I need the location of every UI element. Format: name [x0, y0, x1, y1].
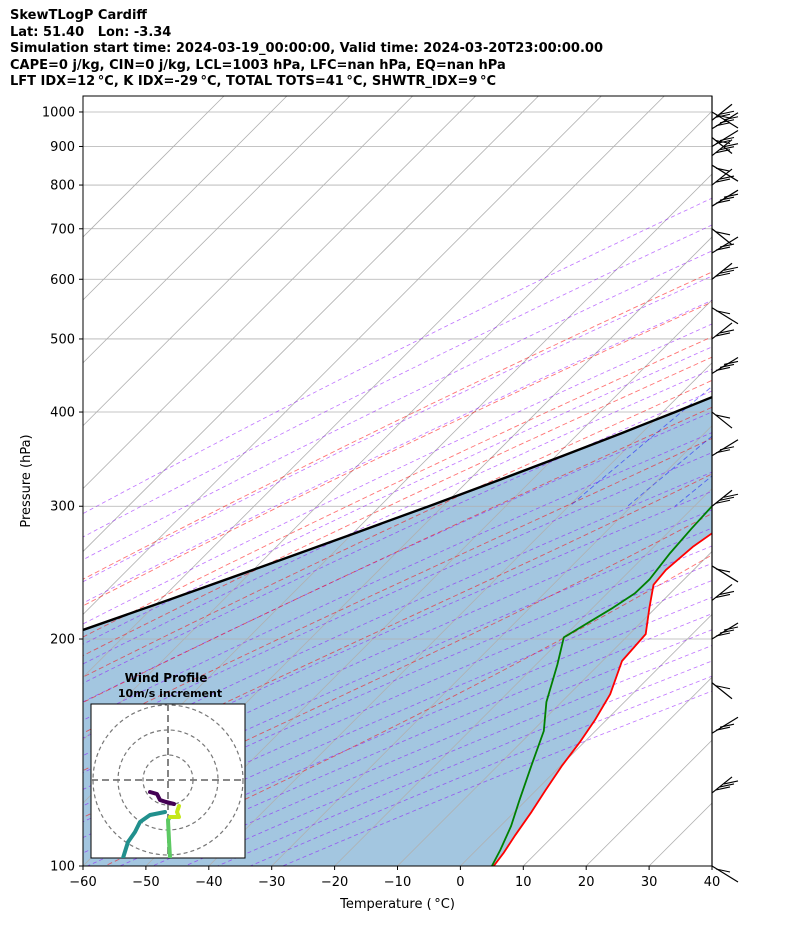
wind-barb — [711, 583, 735, 601]
dry-adiabat — [83, 346, 712, 645]
isotherm-gridline — [83, 96, 351, 364]
x-tick-label: −10 — [384, 875, 411, 890]
isotherm-gridline — [711, 865, 712, 866]
wind-barb — [711, 139, 739, 157]
wind-barb — [711, 307, 739, 325]
hodograph-subtitle: 10m/s increment — [118, 687, 222, 700]
hodograph-trace — [168, 804, 181, 819]
wind-barb — [711, 103, 735, 121]
x-axis-label: Temperature ( °C) — [339, 897, 455, 912]
wind-barb — [711, 565, 739, 583]
mixing-ratio-line — [726, 96, 794, 506]
wind-barb — [711, 776, 739, 794]
x-tick-label: 40 — [704, 875, 721, 890]
hodograph-trace — [166, 815, 172, 858]
y-tick-label: 1000 — [42, 105, 75, 120]
moist-adiabat — [83, 406, 712, 703]
x-tick-label: −30 — [258, 875, 285, 890]
y-axis-label: Pressure (hPa) — [19, 434, 34, 527]
x-tick-label: −60 — [69, 875, 96, 890]
wind-barb — [711, 411, 733, 429]
title-location: Lat: 51.40 Lon: -3.34 — [10, 24, 172, 40]
hodograph-title: Wind Profile — [125, 671, 208, 685]
dry-adiabat — [83, 368, 712, 665]
wind-barb — [711, 439, 739, 457]
wind-barb — [711, 356, 739, 374]
wind-barb — [711, 322, 735, 340]
parcel-profile-line — [83, 395, 712, 632]
isotherm-gridline — [83, 96, 476, 490]
dewpoint-profile-line — [491, 504, 712, 866]
temperature-profile-line — [492, 532, 712, 866]
wind-barb — [711, 622, 739, 640]
moist-adiabat — [83, 271, 712, 580]
y-tick-label: 300 — [50, 500, 75, 515]
y-tick-label: 700 — [50, 222, 75, 237]
y-tick-label: 100 — [50, 860, 75, 875]
dry-adiabat — [83, 490, 712, 774]
chart-title: SkewTLogP Cardiff Lat: 51.40 Lon: -3.34 … — [10, 8, 603, 91]
hodograph-trace — [121, 810, 167, 858]
mixing-ratio-line — [770, 96, 794, 506]
isotherm-gridline — [460, 613, 712, 866]
dry-adiabat — [83, 452, 712, 739]
moist-adiabat — [83, 473, 712, 772]
x-tick-label: 0 — [456, 875, 464, 890]
x-tick-label: 20 — [578, 875, 595, 890]
x-tick-label: 30 — [641, 875, 658, 890]
isotherm-gridline — [83, 96, 288, 301]
title-times: Simulation start time: 2024-03-19_00:00:… — [10, 41, 603, 57]
dry-adiabat — [83, 545, 712, 823]
title-cape: CAPE=0 j/kg, CIN=0 j/kg, LCL=1003 hPa, L… — [10, 57, 506, 73]
dry-adiabat — [83, 275, 712, 583]
wind-barb — [711, 189, 739, 207]
x-tick-label: −20 — [321, 875, 348, 890]
y-tick-label: 400 — [50, 406, 75, 421]
wind-barb — [711, 865, 739, 883]
isotherm-gridline — [334, 488, 712, 866]
isotherm-gridline — [397, 550, 712, 866]
wind-barb — [711, 236, 739, 254]
wind-barb — [711, 262, 739, 280]
isotherm-gridline — [83, 96, 665, 678]
dry-adiabat — [83, 471, 712, 757]
y-tick-label: 800 — [50, 179, 75, 194]
isotherm-gridline — [523, 676, 712, 866]
y-tick-label: 600 — [50, 273, 75, 288]
isotherm-gridline — [208, 362, 712, 866]
isotherm-gridline — [83, 96, 225, 238]
wind-barb — [711, 682, 733, 700]
dry-adiabat — [83, 390, 712, 684]
wind-barb — [711, 129, 739, 147]
wind-barb — [711, 168, 735, 186]
title-indices: LFT IDX=12 °C, K IDX=-29 °C, TOTAL TOTS=… — [10, 74, 497, 90]
wind-barb — [711, 112, 739, 130]
x-tick-label: −40 — [195, 875, 222, 890]
dry-adiabat — [83, 250, 712, 561]
y-tick-label: 500 — [50, 332, 75, 347]
x-tick-label: 10 — [515, 875, 532, 890]
wind-barb — [711, 716, 739, 734]
moist-adiabat — [83, 379, 712, 678]
isotherm-gridline — [83, 96, 413, 427]
y-tick-label: 200 — [50, 633, 75, 648]
title-station: SkewTLogP Cardiff — [10, 8, 147, 23]
y-tick-label: 900 — [50, 140, 75, 155]
isotherm-gridline — [271, 425, 712, 866]
isotherm-gridline — [83, 96, 602, 615]
moist-adiabat — [83, 437, 712, 734]
x-tick-label: −50 — [132, 875, 159, 890]
isotherm-gridline — [145, 299, 712, 866]
isotherm-gridline — [83, 110, 712, 741]
wind-barb — [711, 164, 739, 182]
wind-barb — [711, 489, 739, 507]
isotherm-gridline — [83, 96, 539, 553]
dry-adiabat — [83, 299, 712, 604]
hodograph-trace — [148, 790, 176, 806]
